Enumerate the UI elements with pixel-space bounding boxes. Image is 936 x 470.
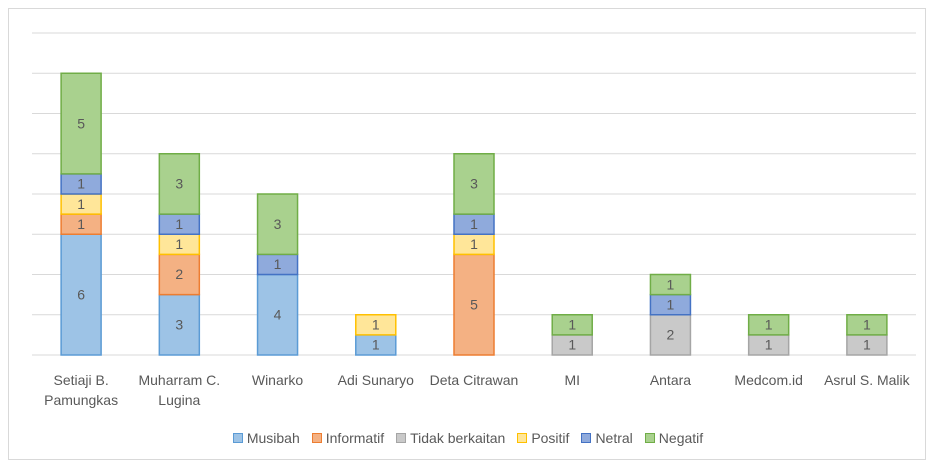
legend-swatch	[232, 433, 243, 443]
legend-item: Musibah	[232, 430, 300, 446]
bar-segment	[846, 314, 888, 336]
data-label: 1	[77, 216, 85, 232]
bar-segment	[551, 314, 593, 336]
x-tick-label: Muharram C. Lugina	[138, 372, 221, 408]
legend-swatch	[396, 433, 407, 443]
bar-segment	[60, 72, 102, 175]
bar-segment	[355, 314, 397, 336]
legend-item: Netral	[581, 430, 633, 446]
data-label: 1	[175, 216, 183, 232]
x-tick-label: MI	[564, 372, 580, 388]
x-tick-label: Antara	[649, 372, 692, 388]
bar-segment	[256, 193, 299, 256]
data-label: 1	[667, 276, 675, 292]
data-label: 5	[470, 296, 478, 312]
legend-label: Negatif	[658, 430, 704, 446]
x-tick-label: Deta Citrawan	[429, 372, 519, 388]
data-label: 1	[765, 317, 773, 333]
legend-swatch	[311, 433, 322, 443]
data-label: 1	[568, 337, 576, 353]
data-label: 3	[470, 176, 478, 192]
legend: Musibah Informatif Tidak berkaitan Positif N…	[0, 430, 936, 446]
legend-label: Tidak berkaitan	[410, 430, 506, 446]
data-label: 5	[77, 115, 85, 131]
legend-swatch	[581, 433, 592, 443]
data-label: 3	[274, 216, 282, 232]
legend-item: Tidak berkaitan	[396, 430, 505, 446]
legend-label: Positif	[531, 430, 570, 446]
data-label: 6	[77, 286, 85, 302]
legend-item: Informatif	[311, 430, 385, 446]
data-label: 1	[175, 236, 183, 252]
legend-swatch	[644, 433, 655, 443]
bar-segment	[453, 153, 495, 215]
data-label: 1	[372, 317, 380, 333]
x-tick-label: Setiaji B. Pamungkas	[44, 372, 119, 408]
data-label: 1	[765, 337, 773, 353]
data-label: 1	[77, 176, 85, 192]
bar-segment	[60, 233, 102, 356]
data-label: 4	[274, 306, 282, 322]
x-tick-label: Asrul S. Malik	[824, 372, 910, 388]
legend-item: Negatif	[644, 430, 704, 446]
x-tick-label: Adi Sunaryo	[337, 372, 414, 388]
data-label: 1	[863, 317, 871, 333]
legend-swatch	[517, 433, 528, 443]
data-label: 1	[274, 256, 282, 272]
data-label: 2	[175, 266, 183, 282]
legend-label: Informatif	[325, 430, 385, 446]
legend-label: Netral	[595, 430, 633, 446]
data-label: 1	[470, 216, 478, 232]
data-label: 2	[667, 327, 675, 343]
data-label: 3	[175, 317, 183, 333]
data-label: 1	[667, 296, 675, 312]
data-label: 1	[470, 236, 478, 252]
legend-item: Positif	[517, 430, 569, 446]
bar-segment	[158, 153, 201, 215]
chart-frame	[8, 8, 926, 460]
data-label: 3	[175, 176, 183, 192]
bar-segment	[747, 314, 790, 336]
bar-segment	[158, 253, 201, 296]
bar-segment	[256, 273, 299, 356]
data-label: 1	[863, 337, 871, 353]
bar-segment	[649, 273, 692, 296]
data-label: 1	[372, 337, 380, 353]
x-tick-label: Winarko	[251, 372, 304, 388]
legend-label: Musibah	[246, 430, 300, 446]
bar-segment	[453, 253, 495, 356]
data-label: 1	[568, 317, 576, 333]
x-tick-label: Medcom.id	[734, 372, 803, 388]
data-label: 1	[77, 196, 85, 212]
